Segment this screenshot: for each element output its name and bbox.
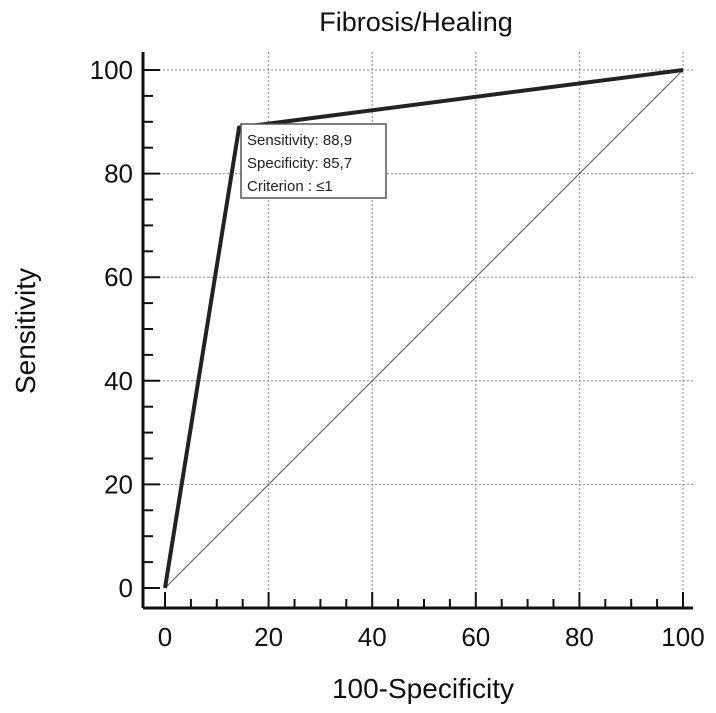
x-axis-label: 100-Specificity	[332, 673, 514, 704]
roc-curve-layer	[163, 68, 684, 589]
x-tick-label: 0	[158, 622, 172, 652]
x-tick-label: 80	[565, 622, 594, 652]
y-axis-label: Sensitivity	[10, 268, 41, 394]
y-tick-label: 100	[90, 55, 133, 85]
y-tick-label: 60	[104, 262, 133, 292]
y-tick-label: 20	[104, 469, 133, 499]
x-ticks: 0 20 40 60 80 100	[158, 592, 705, 652]
axes	[141, 52, 693, 610]
y-tick-label: 0	[119, 573, 133, 603]
x-tick-label: 60	[461, 622, 490, 652]
roc-curve-line	[163, 68, 684, 589]
x-tick-label: 20	[254, 622, 283, 652]
reference-line-layer	[164, 69, 684, 589]
x-tick-label: 40	[358, 622, 387, 652]
callout-line-specificity: Specificity: 85,7	[247, 155, 352, 172]
y-tick-label: 80	[104, 159, 133, 189]
callout-line-criterion: Criterion : ≤1	[247, 178, 333, 195]
y-tick-label: 40	[104, 366, 133, 396]
y-ticks: 0 20 40 60 80 100	[90, 55, 160, 603]
chart-title: Fibrosis/Healing	[319, 7, 513, 37]
callout-line-sensitivity: Sensitivity: 88,9	[247, 132, 352, 149]
callout-box: Sensitivity: 88,9 Specificity: 85,7 Crit…	[240, 123, 387, 199]
reference-diagonal-line	[164, 69, 684, 589]
grid	[143, 52, 693, 608]
callout-frame	[240, 123, 387, 199]
x-tick-label: 100	[661, 622, 704, 652]
